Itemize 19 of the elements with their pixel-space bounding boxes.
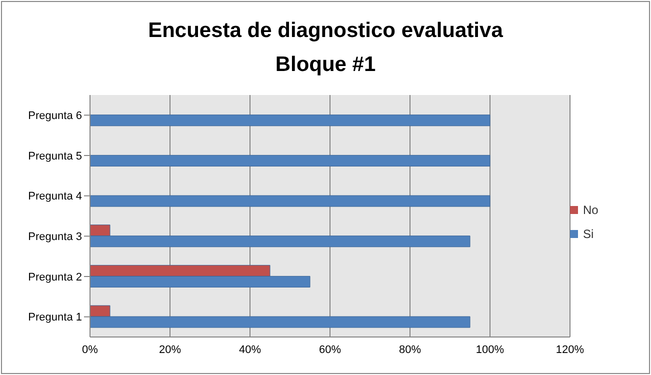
y-tick-label: Pregunta 5 [28,150,82,162]
x-tick-label: 80% [398,344,422,356]
y-tick-label: Pregunta 1 [28,312,82,324]
bar [90,114,490,126]
y-tick-label: Pregunta 2 [28,271,82,284]
x-tick-label: 100% [476,344,504,356]
x-tick-label: 120% [556,344,584,356]
x-tick-label: 40% [238,344,262,356]
x-tick-label: 0% [82,344,98,356]
y-tick-label: Pregunta 3 [28,231,82,244]
bar [90,154,490,166]
bar [90,195,490,207]
legend-label: Si [582,227,595,241]
chart-title: Encuesta de diagnostico evaluativa Bloque #1 [147,18,504,78]
legend-label: No [582,203,600,217]
x-tick-label: 60% [318,344,342,356]
y-tick-label: Pregunta 6 [28,110,82,122]
x-tick-label: 20% [158,344,182,356]
y-tick-label: Pregunta 4 [28,190,82,203]
